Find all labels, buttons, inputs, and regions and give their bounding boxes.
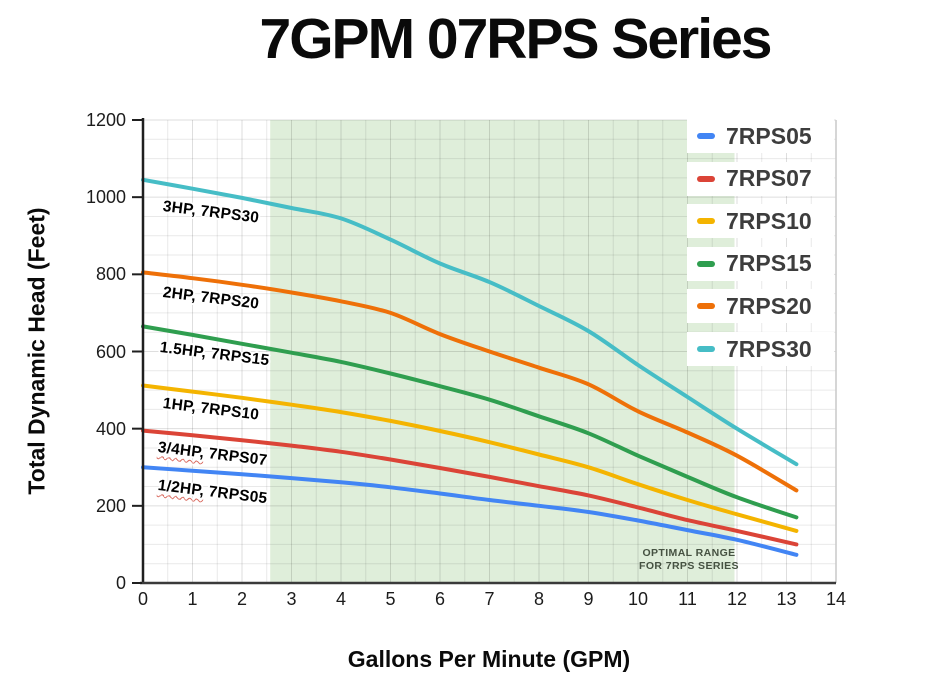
x-tick-label-4: 4 [335,589,346,609]
legend-swatch-icon [697,175,715,182]
legend-swatch-icon [697,133,715,139]
y-tick-label-0: 0 [115,573,126,593]
x-tick-label-2: 2 [236,589,247,609]
x-tick-label-9: 9 [583,589,594,609]
y-tick-label-800: 800 [95,264,126,285]
series-line-7RPS30 [141,177,799,467]
legend-item-7RPS30: 7RPS30 [687,332,834,366]
optimal-range-region [270,120,735,583]
legend-swatch-icon [697,218,715,225]
legend-item-7RPS15: 7RPS15 [687,246,834,281]
y-tick-label-200: 200 [95,495,126,516]
x-tick-label-7: 7 [484,589,495,609]
series-line-7RPS07 [141,428,799,547]
legend-label: 7RPS07 [726,165,812,192]
y-tick-label-400: 400 [95,418,126,439]
series-line-7RPS15 [141,324,799,520]
y-tick-label-600: 600 [95,341,126,362]
legend-swatch-icon [697,260,715,267]
x-tick-label-0: 0 [137,589,148,609]
x-tick-label-13: 13 [776,589,797,609]
legend-item-7RPS20: 7RPS20 [687,289,834,324]
legend-label: 7RPS15 [726,250,812,277]
optimal-range-label-line1: OPTIMAL RANGE [642,547,736,559]
x-tick-label-1: 1 [187,589,198,609]
series-line-7RPS20 [141,270,799,493]
x-tick-label-8: 8 [533,589,544,609]
y-tick-label-1200: 1200 [85,110,126,130]
legend-item-7RPS05: 7RPS05 [687,119,834,153]
curve-label-hp: 1HP, [161,395,197,417]
legend-label: 7RPS10 [726,207,812,234]
legend-swatch-icon [697,303,715,310]
x-tick-label-6: 6 [434,589,445,609]
curve-label-hp: 3HP, [161,197,197,219]
legend-item-7RPS10: 7RPS10 [687,204,834,239]
legend-label: 7RPS30 [726,335,812,362]
legend-item-7RPS07: 7RPS07 [687,161,834,196]
x-tick-label-3: 3 [286,589,297,609]
y-tick-label-1000: 1000 [85,187,126,208]
series-line-7RPS05 [141,465,799,557]
optimal-range-label: OPTIMAL RANGE FOR 7RPS SERIES [639,547,739,573]
x-tick-label-10: 10 [627,589,649,609]
legend-label: 7RPS20 [726,292,812,319]
x-tick-label-5: 5 [385,589,396,609]
series-line-7RPS10 [141,383,799,533]
curve-label-hp: 2HP, [161,283,197,305]
x-tick-label-11: 11 [678,589,697,609]
chart-title: 7GPM 07RPS Series [259,7,773,71]
x-tick-label-14: 14 [825,589,847,609]
legend-label: 7RPS05 [726,122,812,149]
x-tick-label-12: 12 [726,589,748,609]
optimal-range-label-line2: FOR 7RPS SERIES [639,560,739,572]
legend-swatch-icon [697,346,715,352]
x-axis-title: Gallons Per Minute (GPM) [347,646,631,672]
